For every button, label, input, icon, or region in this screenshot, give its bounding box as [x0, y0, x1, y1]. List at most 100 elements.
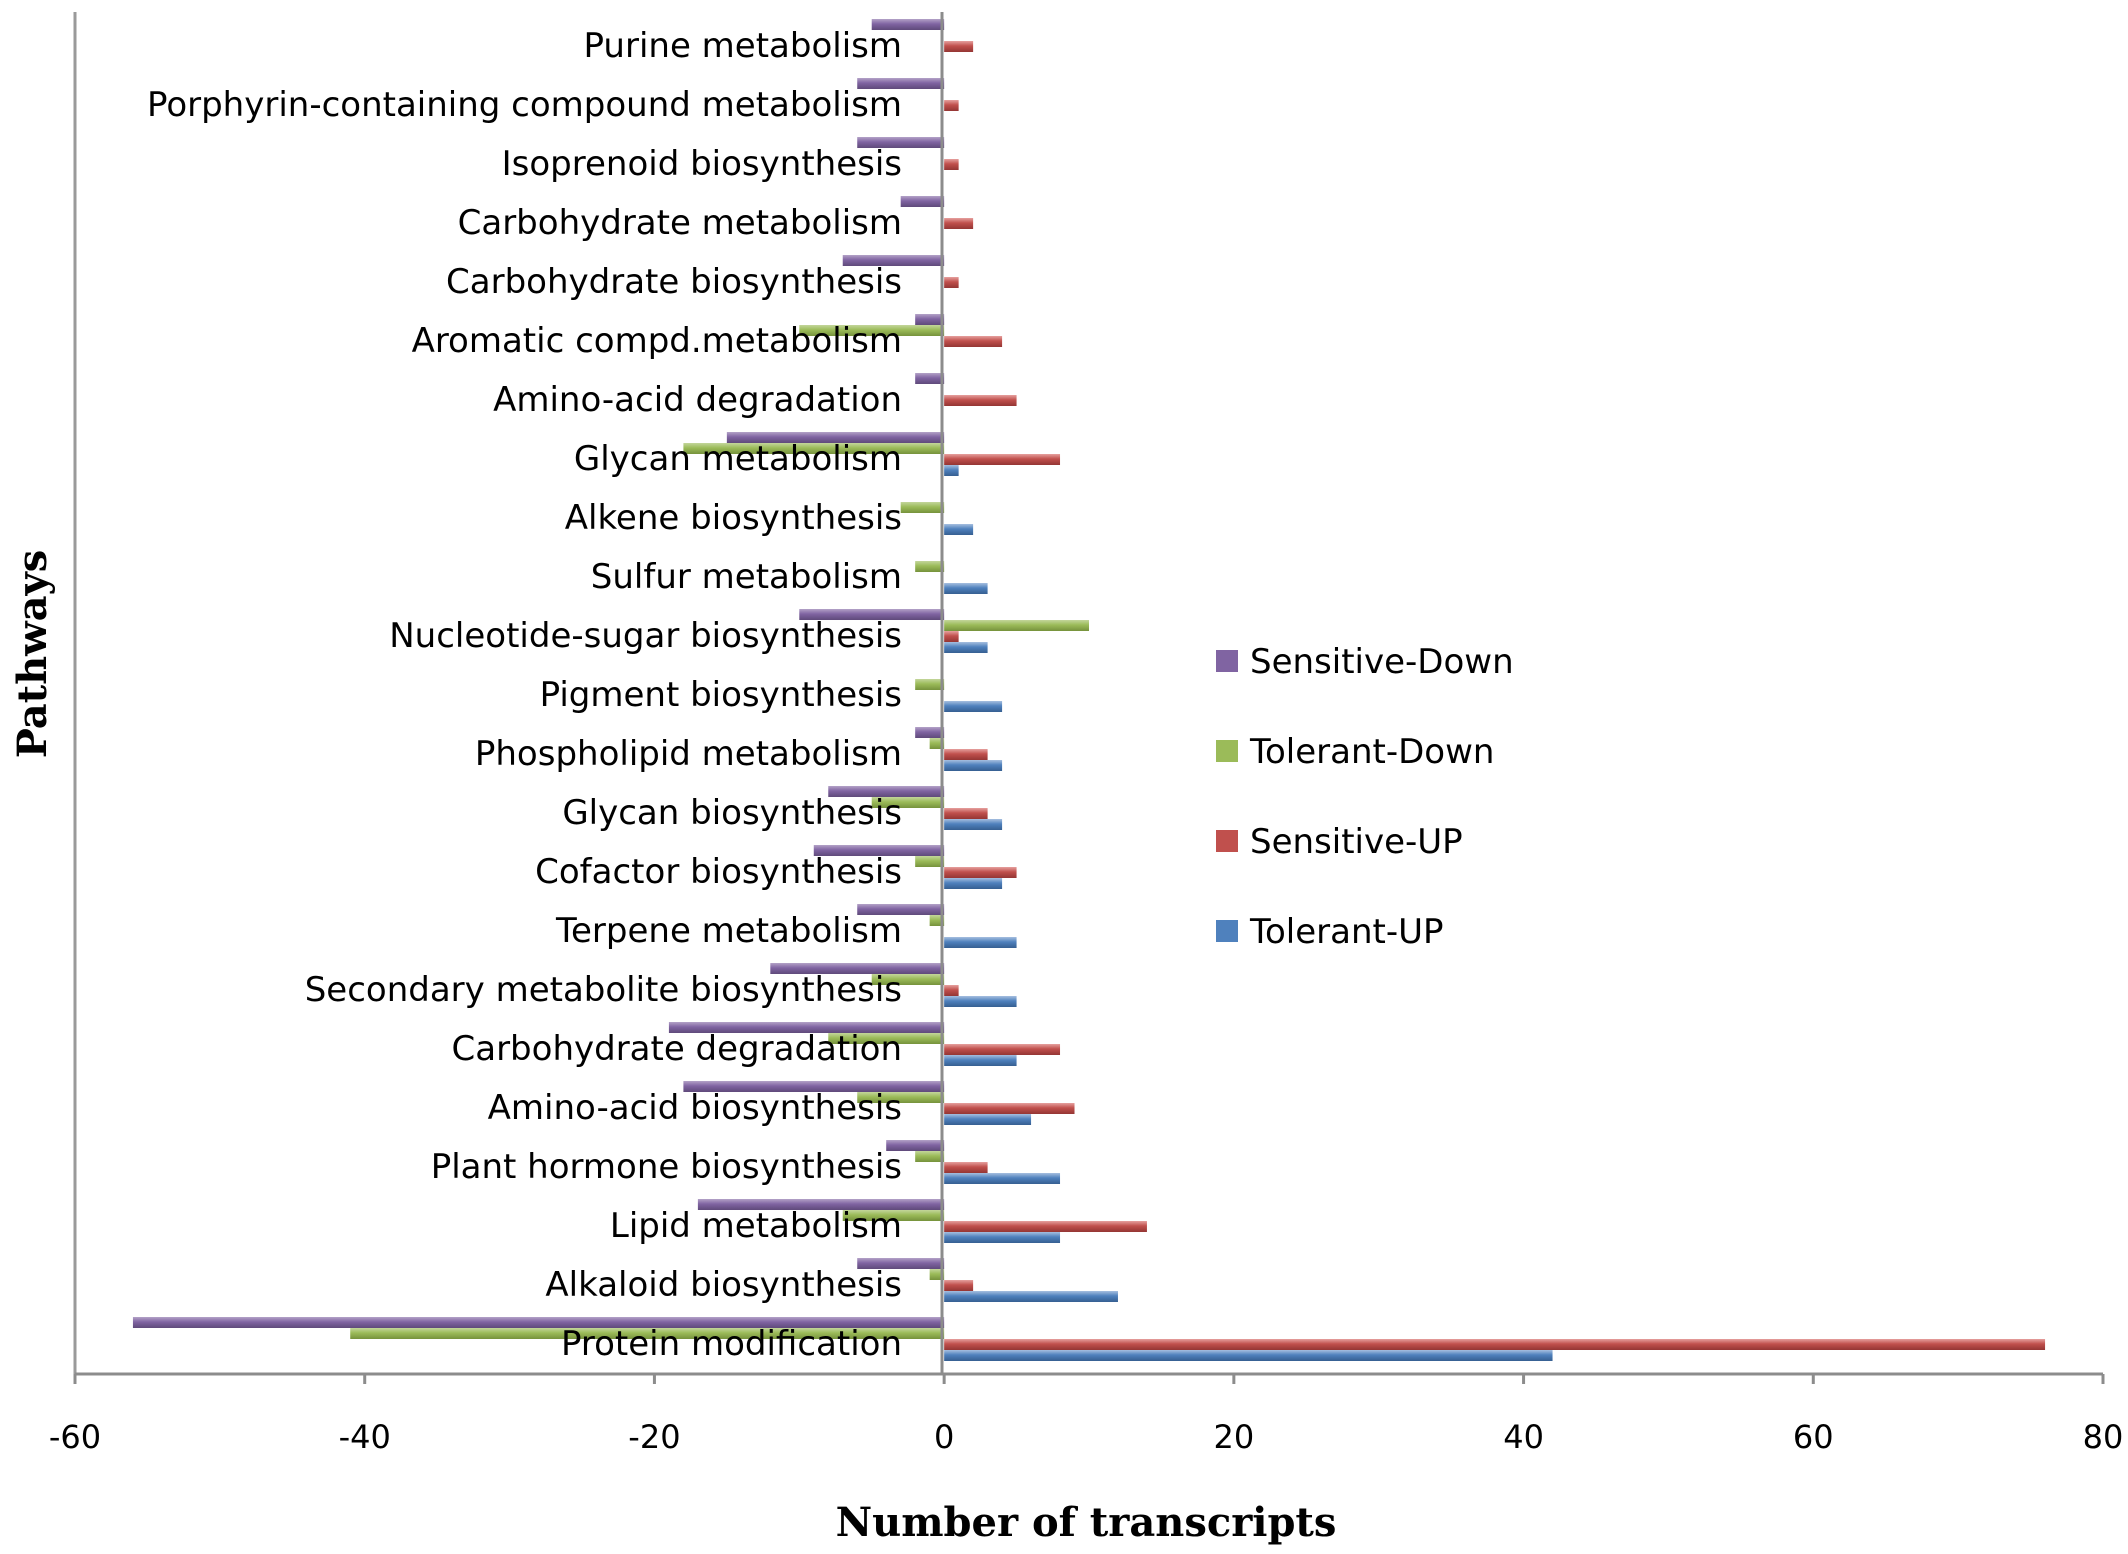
bar-sensitive-up-carbohydrate-biosynthesis	[944, 277, 959, 288]
x-tick-label: -20	[628, 1418, 680, 1456]
bar-sensitive-down-alkaloid-biosynthesis	[857, 1258, 945, 1269]
category-label: Sulfur metabolism	[591, 557, 902, 597]
bar-sensitive-up-amino-acid-degradation	[944, 395, 1017, 406]
bar-sensitive-up-plant-hormone-biosynthesis	[944, 1162, 988, 1173]
bar-tolerant-down-plant-hormone-biosynthesis	[915, 1151, 945, 1162]
bar-sensitive-up-alkaloid-biosynthesis	[944, 1280, 974, 1291]
category-label: Pigment biosynthesis	[540, 675, 902, 715]
category-label: Porphyrin-containing compound metabolism	[147, 85, 902, 125]
bar-sensitive-up-nucleotide-sugar-biosynthesis	[944, 631, 959, 642]
legend-label-sensitive-up: Sensitive-UP	[1250, 822, 1463, 862]
category-label: Alkene biosynthesis	[565, 498, 902, 538]
bar-tolerant-down-amino-acid-biosynthesis	[857, 1092, 945, 1103]
bar-sensitive-down-secondary-metabolite-biosynthesis	[770, 963, 945, 974]
category-label: Carbohydrate metabolism	[458, 203, 902, 243]
bar-tolerant-down-alkene-biosynthesis	[900, 502, 945, 513]
bar-sensitive-up-glycan-biosynthesis	[944, 808, 988, 819]
bar-sensitive-down-purine-metabolism	[871, 19, 945, 30]
bar-sensitive-down-amino-acid-degradation	[915, 373, 945, 384]
legend-swatch-sensitive-down	[1216, 650, 1238, 672]
bar-tolerant-up-protein-modification	[944, 1350, 1553, 1361]
bar-sensitive-up-secondary-metabolite-biosynthesis	[944, 985, 959, 996]
category-label: Aromatic compd.metabolism	[412, 321, 902, 361]
bar-sensitive-down-carbohydrate-biosynthesis	[842, 255, 945, 266]
bar-tolerant-down-phospholipid-metabolism	[929, 738, 945, 749]
bar-tolerant-down-alkaloid-biosynthesis	[929, 1269, 945, 1280]
legend-swatch-sensitive-up	[1216, 830, 1238, 852]
y-axis-title: Pathways	[9, 550, 56, 759]
category-label: Protein modification	[561, 1324, 902, 1364]
bar-sensitive-up-amino-acid-biosynthesis	[944, 1103, 1075, 1114]
bar-tolerant-down-cofactor-biosynthesis	[915, 856, 945, 867]
bar-tolerant-up-phospholipid-metabolism	[944, 760, 1003, 771]
bar-sensitive-down-phospholipid-metabolism	[915, 727, 945, 738]
bar-tolerant-up-lipid-metabolism	[944, 1232, 1061, 1243]
bar-sensitive-up-glycan-metabolism	[944, 454, 1061, 465]
bar-sensitive-up-porphyrin-containing-compound-metabolism	[944, 100, 959, 111]
bar-sensitive-down-terpene-metabolism	[857, 904, 945, 915]
bar-tolerant-down-terpene-metabolism	[929, 915, 945, 926]
bar-sensitive-up-aromatic-compd-metabolism	[944, 336, 1003, 347]
bar-sensitive-down-glycan-biosynthesis	[828, 786, 945, 797]
x-axis-title: Number of transcripts	[836, 1499, 1337, 1546]
bar-tolerant-up-plant-hormone-biosynthesis	[944, 1173, 1061, 1184]
x-tick-label: -60	[49, 1418, 101, 1456]
bar-tolerant-up-nucleotide-sugar-biosynthesis	[944, 642, 988, 653]
bar-tolerant-up-secondary-metabolite-biosynthesis	[944, 996, 1017, 1007]
bar-tolerant-up-pigment-biosynthesis	[944, 701, 1003, 712]
legend-label-tolerant-up: Tolerant-UP	[1249, 912, 1444, 952]
category-label: Alkaloid biosynthesis	[545, 1265, 902, 1305]
category-label: Purine metabolism	[584, 26, 902, 66]
bar-sensitive-up-isoprenoid-biosynthesis	[944, 159, 959, 170]
bar-sensitive-down-carbohydrate-degradation	[668, 1022, 945, 1033]
category-label: Amino-acid degradation	[493, 380, 902, 420]
bar-sensitive-up-purine-metabolism	[944, 41, 974, 52]
legend: Sensitive-Down Tolerant-Down Sensitive-UP T…	[1216, 642, 1514, 952]
bar-sensitive-down-plant-hormone-biosynthesis	[886, 1140, 945, 1151]
category-label: Secondary metabolite biosynthesis	[305, 970, 902, 1010]
category-label: Lipid metabolism	[610, 1206, 902, 1246]
bar-tolerant-up-glycan-metabolism	[944, 465, 959, 476]
category-label: Nucleotide-sugar biosynthesis	[389, 616, 902, 656]
legend-swatch-tolerant-down	[1216, 740, 1238, 762]
bar-sensitive-up-cofactor-biosynthesis	[944, 867, 1017, 878]
bar-sensitive-down-aromatic-compd-metabolism	[915, 314, 945, 325]
bar-sensitive-down-cofactor-biosynthesis	[813, 845, 945, 856]
category-label: Amino-acid biosynthesis	[488, 1088, 902, 1128]
category-label: Carbohydrate biosynthesis	[446, 262, 902, 302]
category-label: Carbohydrate degradation	[452, 1029, 903, 1069]
x-tick-label: 60	[1793, 1418, 1834, 1456]
bar-sensitive-up-carbohydrate-metabolism	[944, 218, 974, 229]
bar-tolerant-up-amino-acid-biosynthesis	[944, 1114, 1032, 1125]
bar-tolerant-up-glycan-biosynthesis	[944, 819, 1003, 830]
bar-tolerant-up-terpene-metabolism	[944, 937, 1017, 948]
category-label: Cofactor biosynthesis	[535, 852, 902, 892]
bar-sensitive-down-lipid-metabolism	[697, 1199, 945, 1210]
bar-sensitive-up-protein-modification	[944, 1339, 2046, 1350]
legend-swatch-tolerant-up	[1216, 920, 1238, 942]
legend-label-sensitive-down: Sensitive-Down	[1250, 642, 1514, 682]
bar-tolerant-down-nucleotide-sugar-biosynthesis	[944, 620, 1089, 631]
bar-sensitive-up-phospholipid-metabolism	[944, 749, 988, 760]
bar-tolerant-up-carbohydrate-degradation	[944, 1055, 1017, 1066]
bar-tolerant-down-protein-modification	[350, 1328, 945, 1339]
bar-tolerant-down-sulfur-metabolism	[915, 561, 945, 572]
bar-sensitive-down-amino-acid-biosynthesis	[683, 1081, 945, 1092]
bars-layer	[132, 19, 2046, 1361]
bar-tolerant-down-pigment-biosynthesis	[915, 679, 945, 690]
x-tick-label: 0	[934, 1418, 954, 1456]
bar-tolerant-down-secondary-metabolite-biosynthesis	[871, 974, 945, 985]
category-label: Phospholipid metabolism	[475, 734, 902, 774]
category-label: Plant hormone biosynthesis	[431, 1147, 902, 1187]
bar-sensitive-down-porphyrin-containing-compound-metabolism	[857, 78, 945, 89]
legend-label-tolerant-down: Tolerant-Down	[1249, 732, 1494, 772]
bar-tolerant-down-lipid-metabolism	[842, 1210, 945, 1221]
category-label: Isoprenoid biosynthesis	[502, 144, 902, 184]
bar-tolerant-down-glycan-biosynthesis	[871, 797, 945, 808]
bar-tolerant-up-sulfur-metabolism	[944, 583, 988, 594]
bar-tolerant-down-aromatic-compd-metabolism	[799, 325, 945, 336]
bar-tolerant-up-cofactor-biosynthesis	[944, 878, 1003, 889]
bar-sensitive-down-nucleotide-sugar-biosynthesis	[799, 609, 945, 620]
x-axis-ticks: -60 -40 -20 0 20 40 60 80	[49, 1374, 2123, 1456]
